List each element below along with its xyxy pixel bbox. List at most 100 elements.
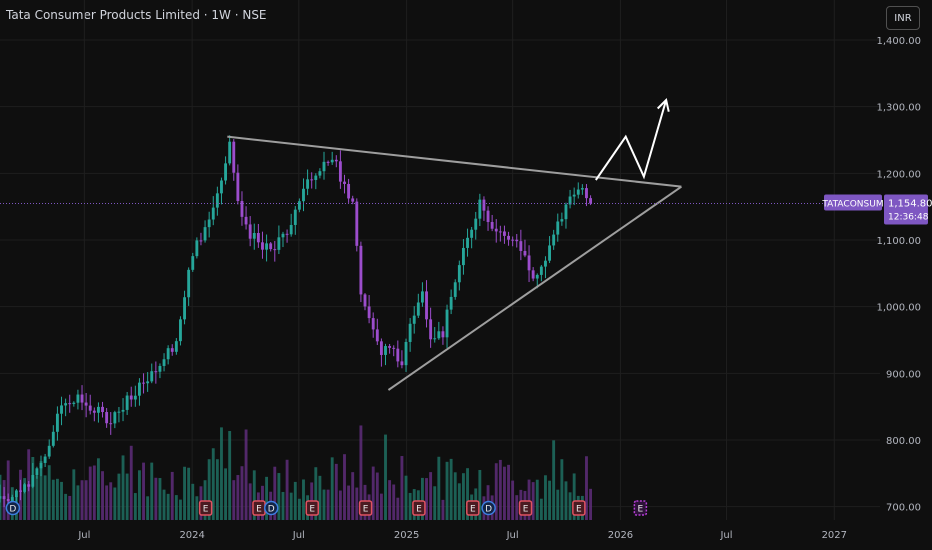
candle — [367, 306, 371, 319]
candle — [396, 348, 400, 362]
volume-bar — [232, 480, 236, 520]
candle — [531, 270, 535, 279]
volume-bar — [183, 466, 186, 520]
x-tick-label: 2027 — [822, 530, 847, 541]
candle — [101, 406, 104, 413]
volume-bar — [43, 475, 47, 520]
volume-bar — [293, 481, 297, 520]
candle — [441, 331, 445, 338]
volume-bar — [441, 499, 445, 520]
volume-bar — [142, 462, 145, 520]
candle — [359, 245, 363, 295]
y-tick-label: 1,200.00 — [876, 169, 921, 180]
volume-bar — [351, 472, 355, 520]
volume-bar — [162, 489, 166, 520]
event-marker-label: E — [203, 505, 209, 515]
candle — [39, 462, 43, 469]
candle — [125, 395, 129, 410]
candle — [556, 221, 560, 235]
volume-bar — [203, 480, 207, 520]
event-marker-label: E — [523, 505, 529, 515]
volume-bar — [285, 459, 289, 520]
triangle-upper-line[interactable] — [227, 135, 682, 188]
candle — [457, 265, 461, 283]
candle — [261, 242, 264, 250]
candle — [326, 161, 330, 163]
volume-bar — [453, 472, 457, 520]
volume-bar — [64, 493, 68, 520]
earnings-marker-icon[interactable] — [412, 500, 426, 516]
candle — [240, 200, 244, 217]
volume-bar — [330, 457, 334, 520]
candle — [170, 348, 174, 352]
dividend-marker-icon[interactable] — [264, 500, 279, 516]
y-tick-label: 800.00 — [886, 436, 921, 447]
volume-bar — [289, 492, 293, 520]
volume-bar — [535, 479, 539, 520]
volume-bar — [564, 481, 568, 520]
volume-bar — [507, 464, 510, 520]
earnings-marker-icon[interactable] — [633, 500, 648, 516]
currency-button[interactable]: INR — [886, 6, 920, 30]
candle — [433, 338, 437, 340]
candle — [19, 490, 22, 492]
candle — [388, 346, 392, 348]
volume-bar — [265, 476, 269, 520]
volume-bar — [179, 499, 182, 520]
volume-bar — [326, 489, 330, 520]
x-tick-label: Jul — [719, 530, 732, 541]
earnings-marker-icon[interactable] — [305, 500, 320, 516]
y-tick-label: 700.00 — [886, 503, 921, 514]
volume-bar — [429, 472, 433, 520]
countdown-label: 12:36:48 — [888, 212, 929, 222]
dividend-marker-icon[interactable] — [5, 500, 21, 516]
candle — [220, 180, 223, 194]
ticker-badge — [824, 194, 882, 211]
candle — [183, 297, 186, 320]
volume-bar — [343, 454, 346, 520]
candle — [158, 365, 162, 372]
candle — [162, 359, 166, 366]
y-tick-label: 1,100.00 — [876, 236, 921, 247]
candle — [142, 382, 145, 384]
earnings-marker-icon[interactable] — [518, 500, 533, 516]
candle — [211, 207, 215, 220]
event-marker-label: E — [576, 505, 582, 515]
volume-bar — [228, 431, 232, 520]
candle — [273, 249, 277, 251]
volume-bar — [297, 498, 301, 520]
candle — [293, 209, 297, 225]
y-tick-label: 900.00 — [886, 369, 921, 380]
volume-bar — [215, 459, 219, 520]
candle — [498, 231, 502, 233]
volume-bar — [207, 459, 211, 520]
volume-bar — [273, 466, 277, 520]
candle — [494, 228, 498, 232]
volume-bar — [51, 479, 55, 520]
candle — [76, 394, 80, 403]
volume-bar — [589, 488, 593, 520]
candle — [6, 499, 10, 502]
earnings-marker-icon[interactable] — [466, 500, 480, 516]
earnings-marker-icon[interactable] — [358, 500, 373, 516]
projection-arrow[interactable] — [595, 99, 668, 181]
y-tick-label: 1,000.00 — [876, 303, 921, 314]
candle — [470, 229, 474, 238]
volume-bar — [408, 492, 412, 520]
candle — [203, 227, 207, 241]
earnings-marker-icon[interactable] — [198, 500, 213, 516]
volume-bar — [322, 489, 326, 520]
candle — [302, 188, 305, 202]
volume-bar — [527, 479, 531, 520]
candle — [228, 141, 232, 164]
candle — [23, 484, 27, 492]
dividend-marker-icon[interactable] — [481, 500, 496, 516]
volume-bar — [6, 460, 10, 520]
triangle-lower-line[interactable] — [387, 185, 682, 391]
earnings-marker-icon[interactable] — [572, 500, 586, 516]
event-marker-label: E — [256, 505, 262, 515]
candle — [31, 475, 35, 487]
volume-bar — [511, 480, 515, 520]
